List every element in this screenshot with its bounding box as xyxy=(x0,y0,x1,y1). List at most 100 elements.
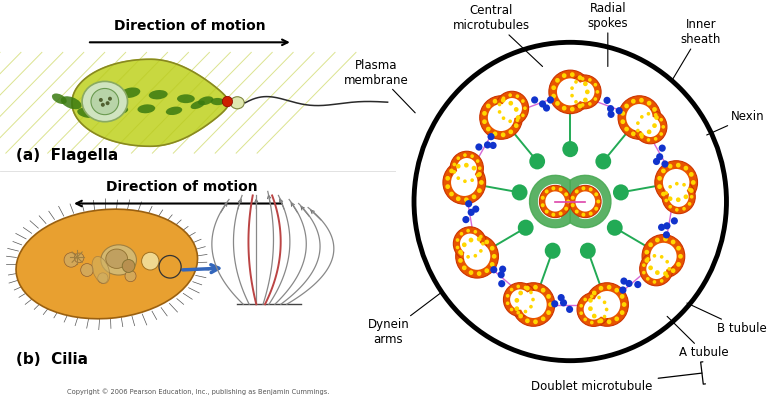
Circle shape xyxy=(660,118,663,122)
Circle shape xyxy=(586,283,628,326)
Ellipse shape xyxy=(106,249,127,268)
Ellipse shape xyxy=(101,245,137,275)
Ellipse shape xyxy=(92,256,110,284)
Circle shape xyxy=(616,107,623,114)
Circle shape xyxy=(510,307,513,312)
Circle shape xyxy=(604,97,611,104)
Circle shape xyxy=(502,96,505,100)
Circle shape xyxy=(640,135,644,139)
Circle shape xyxy=(588,298,593,303)
Circle shape xyxy=(482,111,487,116)
Circle shape xyxy=(516,115,521,120)
Circle shape xyxy=(495,91,528,125)
Text: Copyright © 2006 Pearson Education, Inc., publishing as Benjamin Cummings.: Copyright © 2006 Pearson Education, Inc.… xyxy=(67,388,329,395)
Circle shape xyxy=(551,93,556,98)
Circle shape xyxy=(676,246,681,251)
Circle shape xyxy=(516,311,520,314)
Circle shape xyxy=(511,184,528,200)
Circle shape xyxy=(518,314,523,318)
Circle shape xyxy=(521,114,525,117)
Ellipse shape xyxy=(16,209,197,319)
Circle shape xyxy=(558,187,563,191)
Circle shape xyxy=(564,192,568,196)
Circle shape xyxy=(639,98,644,103)
Ellipse shape xyxy=(93,91,113,102)
Circle shape xyxy=(624,127,629,131)
Circle shape xyxy=(477,237,482,241)
Circle shape xyxy=(585,89,590,94)
Circle shape xyxy=(450,151,483,185)
Circle shape xyxy=(675,182,679,185)
Circle shape xyxy=(636,121,640,125)
Circle shape xyxy=(592,314,597,318)
Circle shape xyxy=(472,206,479,213)
Circle shape xyxy=(660,255,664,259)
Circle shape xyxy=(598,295,601,299)
Circle shape xyxy=(622,302,627,307)
Circle shape xyxy=(510,289,530,310)
Circle shape xyxy=(571,196,574,200)
Circle shape xyxy=(456,156,460,160)
Circle shape xyxy=(451,169,478,196)
Circle shape xyxy=(508,129,513,134)
Circle shape xyxy=(545,191,565,212)
Circle shape xyxy=(691,180,696,185)
Circle shape xyxy=(578,75,582,80)
Circle shape xyxy=(481,242,485,245)
Circle shape xyxy=(670,217,678,224)
Circle shape xyxy=(647,112,650,116)
Circle shape xyxy=(594,207,598,211)
Circle shape xyxy=(533,285,538,290)
Circle shape xyxy=(486,127,491,131)
Circle shape xyxy=(558,212,563,216)
Circle shape xyxy=(621,277,627,285)
Circle shape xyxy=(634,281,641,288)
Circle shape xyxy=(533,320,538,324)
Circle shape xyxy=(661,168,666,173)
Circle shape xyxy=(524,286,528,289)
Circle shape xyxy=(490,262,495,267)
Circle shape xyxy=(642,235,685,278)
Circle shape xyxy=(646,257,650,261)
Circle shape xyxy=(456,176,460,180)
Circle shape xyxy=(222,96,233,107)
Circle shape xyxy=(646,277,650,281)
Circle shape xyxy=(687,202,691,206)
Circle shape xyxy=(541,316,545,321)
Circle shape xyxy=(541,288,545,293)
Circle shape xyxy=(660,132,663,136)
Circle shape xyxy=(664,191,668,195)
Circle shape xyxy=(141,252,159,270)
Ellipse shape xyxy=(166,106,182,115)
Circle shape xyxy=(603,315,607,318)
Circle shape xyxy=(475,143,482,151)
Circle shape xyxy=(557,79,584,105)
Circle shape xyxy=(579,304,583,307)
Circle shape xyxy=(589,187,593,191)
Circle shape xyxy=(543,104,550,112)
Circle shape xyxy=(458,258,463,263)
Circle shape xyxy=(566,306,573,313)
Ellipse shape xyxy=(109,105,128,114)
Circle shape xyxy=(676,197,680,202)
Circle shape xyxy=(476,173,479,177)
Circle shape xyxy=(476,159,479,163)
Circle shape xyxy=(592,291,597,295)
Circle shape xyxy=(689,172,694,177)
Circle shape xyxy=(545,189,548,193)
Circle shape xyxy=(583,81,588,86)
Circle shape xyxy=(570,94,574,98)
Circle shape xyxy=(682,183,686,187)
Circle shape xyxy=(639,133,644,137)
Text: (b)  Cilia: (b) Cilia xyxy=(16,352,88,367)
Circle shape xyxy=(648,242,653,247)
Circle shape xyxy=(474,230,477,234)
Circle shape xyxy=(122,260,135,272)
Circle shape xyxy=(634,110,667,144)
Circle shape xyxy=(588,102,591,106)
Ellipse shape xyxy=(61,96,81,109)
Ellipse shape xyxy=(230,97,244,109)
Circle shape xyxy=(479,180,484,185)
Circle shape xyxy=(455,235,498,278)
Circle shape xyxy=(477,172,482,177)
